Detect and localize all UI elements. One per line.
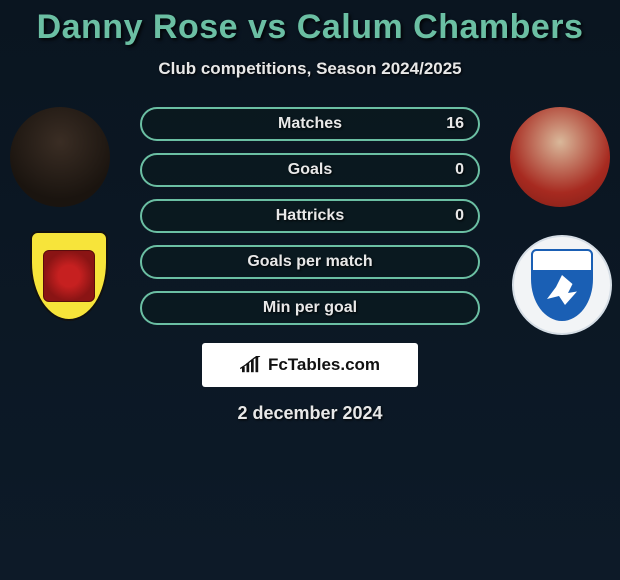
player-left-avatar	[10, 107, 110, 207]
stat-row-goals-per-match: Goals per match	[140, 245, 480, 279]
brand-label: FcTables.com	[268, 355, 380, 375]
stat-label: Goals per match	[247, 253, 372, 271]
watford-crest-icon	[30, 231, 108, 321]
comparison-body: Matches 16 Goals 0 Hattricks 0 Goals per…	[0, 107, 620, 424]
player-left-face-placeholder	[10, 107, 110, 207]
stat-right-value: 16	[446, 115, 464, 133]
club-badge-left	[28, 235, 110, 317]
bar-chart-icon	[240, 356, 262, 374]
stat-row-hattricks: Hattricks 0	[140, 199, 480, 233]
brand-box[interactable]: FcTables.com	[202, 343, 418, 387]
stat-label: Hattricks	[276, 207, 344, 225]
stat-row-min-per-goal: Min per goal	[140, 291, 480, 325]
page-title: Danny Rose vs Calum Chambers	[0, 8, 620, 47]
stat-label: Goals	[288, 161, 332, 179]
stat-right-value: 0	[455, 207, 464, 225]
comparison-date: 2 december 2024	[0, 403, 620, 424]
club-badge-right	[512, 235, 612, 335]
comparison-card: Danny Rose vs Calum Chambers Club compet…	[0, 0, 620, 440]
stat-rows: Matches 16 Goals 0 Hattricks 0 Goals per…	[140, 107, 480, 325]
stat-label: Matches	[278, 115, 342, 133]
cardiff-crest-icon	[531, 249, 593, 321]
stat-right-value: 0	[455, 161, 464, 179]
stat-row-matches: Matches 16	[140, 107, 480, 141]
subtitle: Club competitions, Season 2024/2025	[0, 59, 620, 79]
stat-label: Min per goal	[263, 299, 357, 317]
stat-row-goals: Goals 0	[140, 153, 480, 187]
player-right-face-placeholder	[510, 107, 610, 207]
player-right-avatar	[510, 107, 610, 207]
